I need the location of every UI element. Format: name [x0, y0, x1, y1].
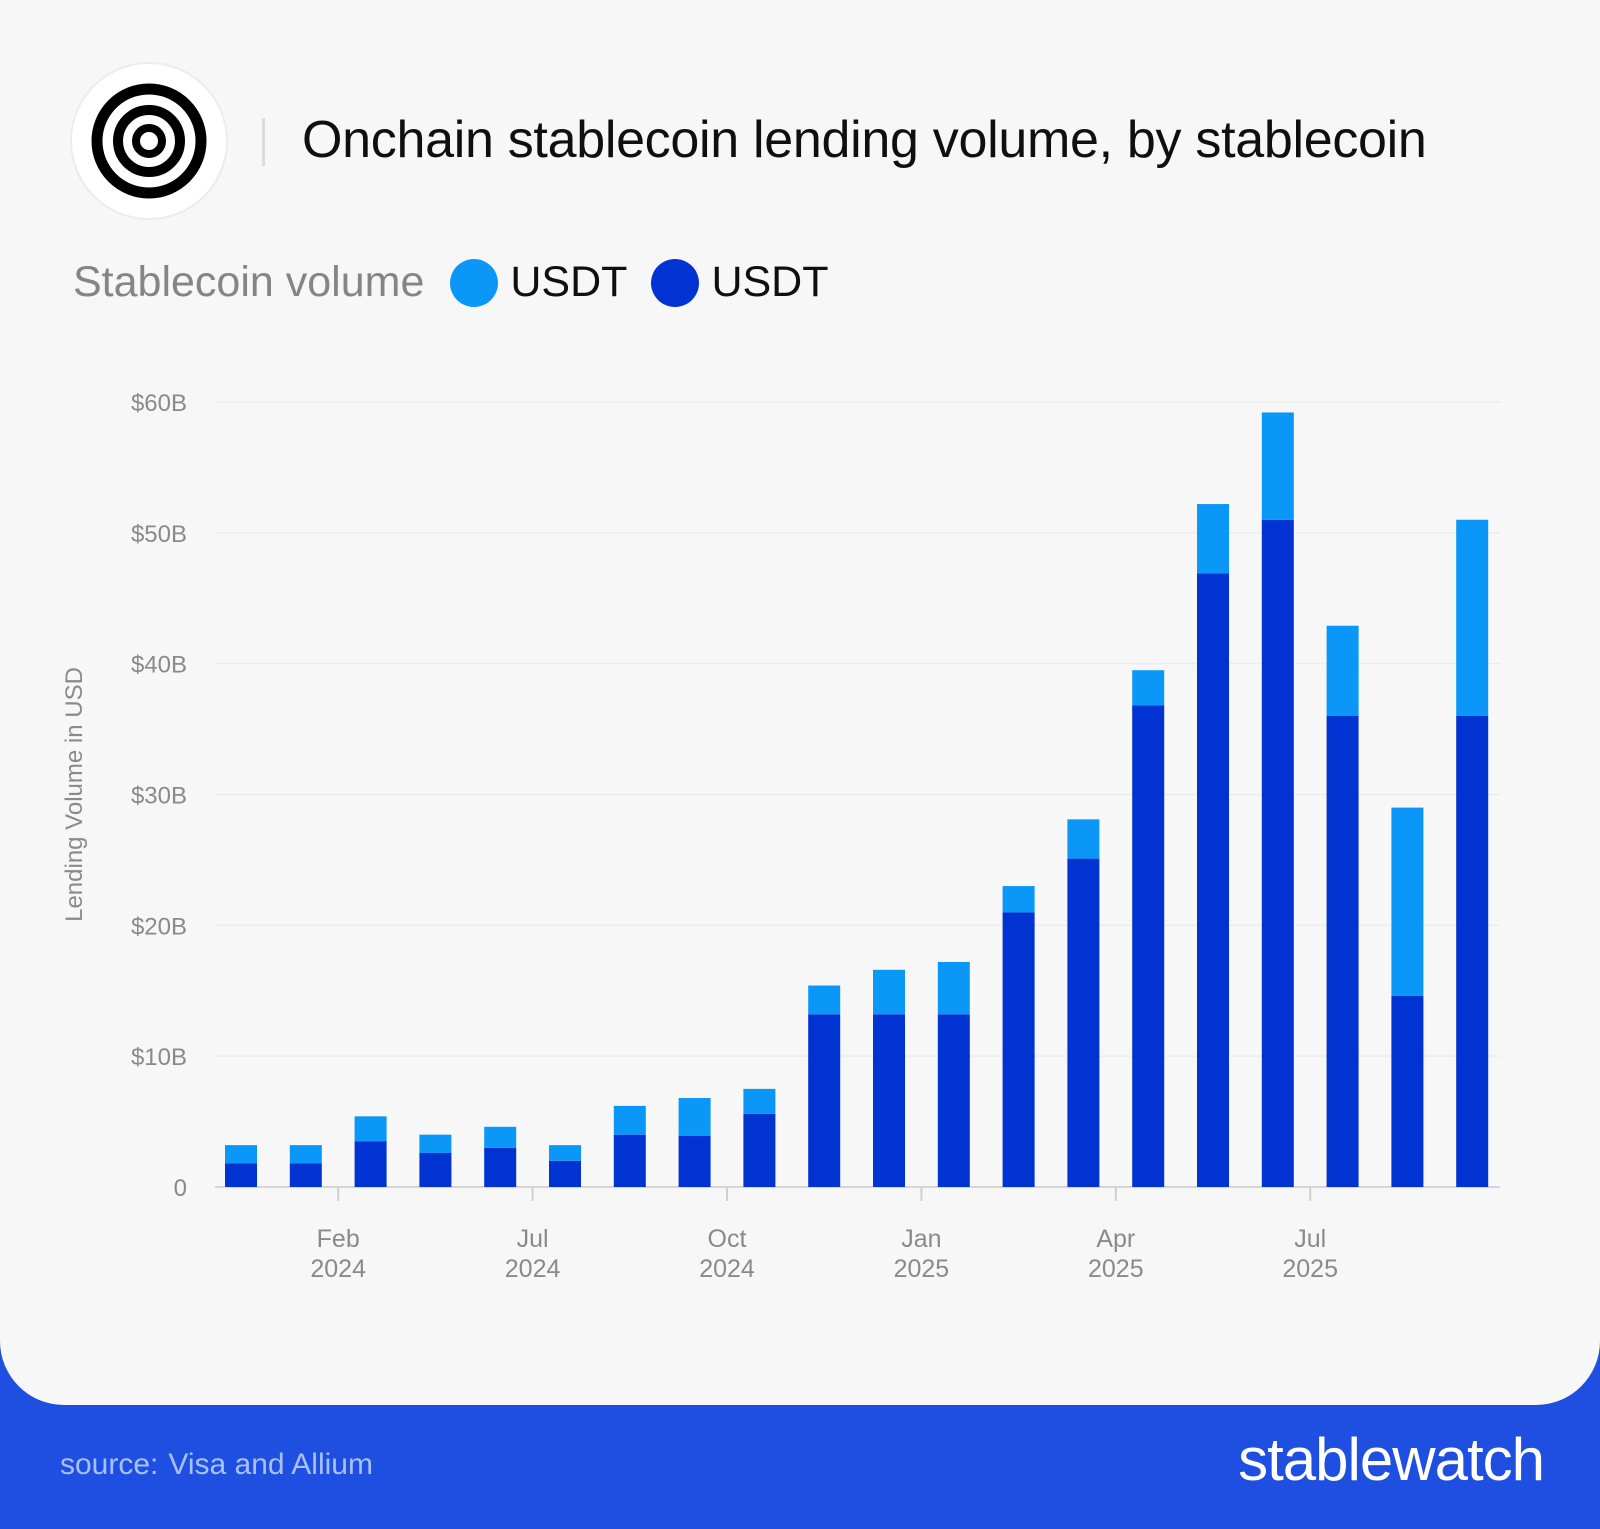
bar-segment-light [1391, 807, 1424, 996]
source-label: source: [60, 1448, 159, 1481]
logo [70, 62, 228, 220]
y-tick-label: $60B [131, 390, 187, 417]
bar-segment-dark [1456, 716, 1489, 1187]
x-tick-label-year: 2024 [310, 1255, 366, 1283]
brand-wordmark: stablewatch [1238, 1426, 1545, 1493]
bar-segment-dark [1391, 995, 1424, 1187]
bar-segment-light [613, 1105, 646, 1135]
legend: Stablecoin volume USDT USDT [73, 258, 853, 307]
bar-segment-dark [289, 1163, 322, 1187]
x-tick-label-month: Jan [901, 1225, 941, 1253]
legend-item-light: USDT [450, 258, 627, 307]
x-tick-label-month: Feb [317, 1225, 360, 1253]
bar-segment-dark [1197, 573, 1229, 1187]
bar-segment-dark [1067, 858, 1100, 1187]
bar-segment-dark [678, 1135, 711, 1187]
bar-segment-dark [549, 1160, 581, 1187]
concentric-rings-logo-icon [91, 83, 207, 199]
bar-segment-light [289, 1145, 322, 1164]
x-tick-label-year: 2025 [1088, 1255, 1144, 1283]
bar-segment-light [1197, 504, 1229, 574]
bar-segment-light [1132, 670, 1165, 706]
x-tick-label-month: Oct [708, 1225, 747, 1253]
bar-segment-dark [808, 1014, 841, 1187]
y-axis-title: Lending Volume in USD [61, 667, 88, 922]
bar-segment-light [484, 1126, 517, 1148]
bar-segment-light [1456, 519, 1489, 716]
x-tick-label-month: Apr [1096, 1225, 1135, 1253]
bar-segment-light [743, 1088, 776, 1114]
bar-segment-dark [1261, 519, 1294, 1187]
bar-segment-light [1002, 886, 1035, 913]
y-tick-label: $50B [131, 521, 187, 548]
x-tick-label-year: 2024 [699, 1255, 755, 1283]
y-tick-label: $30B [131, 783, 187, 810]
header-divider [262, 118, 265, 166]
bar-segment-dark [873, 1014, 905, 1187]
bar-segment-dark [419, 1152, 452, 1187]
legend-item-label: USDT [510, 258, 628, 306]
legend-swatch-light [450, 258, 499, 307]
bar-segment-dark [1002, 912, 1035, 1187]
bar-segment-light [937, 961, 970, 1015]
legend-item-dark: USDT [651, 258, 829, 307]
source-note: source: Visa and Allium [60, 1448, 373, 1482]
bar-segment-dark [1132, 705, 1165, 1187]
bar-segment-dark [613, 1134, 646, 1187]
x-tick-label-month: Jul [517, 1225, 549, 1253]
bar-segment-dark [225, 1163, 257, 1187]
legend-item-label: USDT [711, 258, 829, 306]
x-tick-label-year: 2025 [894, 1255, 950, 1283]
bar-segment-dark [937, 1014, 970, 1187]
bar-segment-light [225, 1145, 257, 1164]
bar-segment-light [1326, 625, 1359, 716]
bar-segment-dark [484, 1147, 517, 1187]
bar-segment-light [419, 1134, 452, 1153]
x-tick-label-year: 2025 [1282, 1255, 1338, 1283]
legend-label: Stablecoin volume [73, 258, 425, 306]
bar-segment-dark [1326, 716, 1359, 1187]
bar-segment-dark [743, 1113, 776, 1187]
legend-swatch-dark [651, 258, 700, 307]
bar-segment-light [873, 969, 905, 1015]
bar-segment-light [549, 1145, 581, 1161]
bar-segment-light [808, 985, 841, 1015]
bar-segment-dark [354, 1141, 387, 1187]
x-tick-label-month: Jul [1294, 1225, 1326, 1253]
bar-segment-light [678, 1098, 711, 1136]
y-tick-label: 0 [174, 1175, 187, 1202]
y-tick-label: $20B [131, 913, 187, 940]
x-tick-label-year: 2024 [505, 1255, 561, 1283]
y-tick-label: $10B [131, 1044, 187, 1071]
y-tick-label: $40B [131, 652, 187, 679]
bar-segment-light [354, 1116, 387, 1142]
chart-card: Onchain stablecoin lending volume, by st… [0, 0, 1600, 1405]
source-text: Visa and Allium [168, 1448, 373, 1481]
bar-chart: 0 $10B $20B $30B $40B $50B $60B Lending Volume … [61, 390, 1500, 1283]
chart-title: Onchain stablecoin lending volume, by st… [302, 111, 1427, 169]
bar-segment-light [1261, 412, 1294, 520]
bar-segment-light [1067, 819, 1100, 859]
